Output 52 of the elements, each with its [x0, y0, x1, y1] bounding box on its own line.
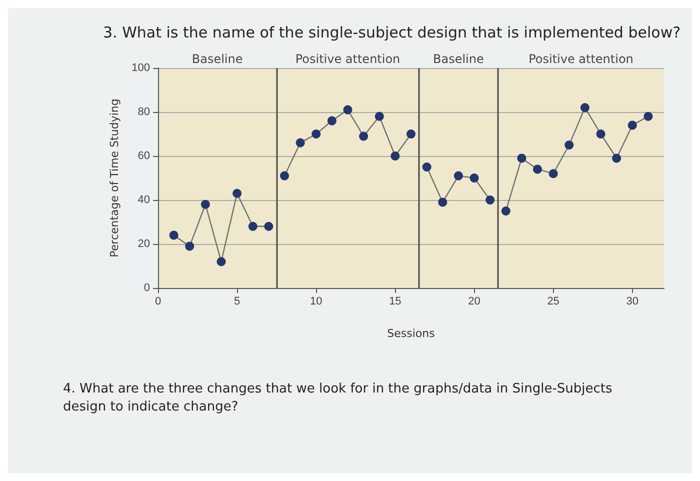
point: [374, 112, 384, 121]
band-label: Positive attention: [295, 52, 400, 66]
x-tick-label: 20: [468, 296, 480, 308]
x-axis-title: Sessions: [387, 327, 436, 340]
chart-title: 3. What is the name of the single-subject design that is implemented below?: [103, 24, 681, 42]
point: [232, 188, 242, 198]
x-tick-label: 30: [626, 296, 638, 308]
point: [296, 138, 305, 148]
x-tick-label: 10: [310, 296, 322, 308]
point: [628, 120, 637, 130]
point: [327, 116, 336, 126]
point: [280, 171, 289, 180]
y-tick-label: 20: [138, 238, 150, 250]
point: [533, 164, 542, 174]
point: [564, 140, 574, 150]
point: [486, 196, 495, 204]
point: [612, 154, 622, 163]
point: [501, 206, 510, 216]
point: [548, 169, 558, 178]
point: [312, 130, 321, 138]
y-axis-title: Percentage of Time Studying: [108, 98, 121, 258]
y-tick-label: 80: [138, 106, 150, 118]
point: [470, 174, 479, 182]
point: [343, 105, 352, 114]
x-tick-label: 25: [547, 296, 560, 308]
y-tick-label: 40: [138, 194, 150, 206]
band-label: Positive attention: [528, 52, 634, 66]
point: [248, 222, 258, 231]
point: [169, 230, 178, 240]
point: [644, 112, 653, 121]
band-label: Baseline: [192, 52, 243, 66]
band-label: Baseline: [432, 52, 484, 66]
x-tick-label: 0: [154, 296, 162, 308]
point: [596, 130, 606, 138]
point: [580, 103, 590, 112]
point: [216, 257, 226, 266]
point: [185, 242, 194, 251]
point: [422, 162, 432, 172]
point: [359, 132, 368, 141]
text: 4. What are the three changes that we look for in the graphs/data in Single-Subjects design to indicate change?: [63, 382, 616, 414]
point: [200, 200, 210, 209]
y-tick-label: 60: [138, 150, 150, 162]
y-tick-label: 0: [144, 282, 150, 294]
point: [438, 198, 448, 207]
point: [454, 171, 463, 180]
x-tick-label: 15: [389, 296, 402, 308]
x-tick-label: 5: [234, 296, 240, 308]
point: [390, 152, 400, 160]
y-tick-label: 100: [132, 62, 150, 74]
point: [406, 130, 416, 138]
point: [517, 154, 526, 163]
point: [264, 222, 274, 231]
